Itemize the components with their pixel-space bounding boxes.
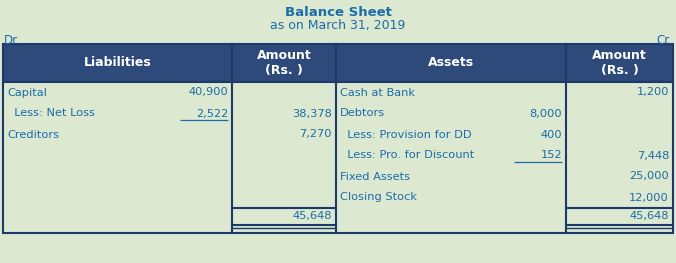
Text: Fixed Assets: Fixed Assets	[340, 171, 410, 181]
Text: as on March 31, 2019: as on March 31, 2019	[270, 19, 406, 32]
Text: 152: 152	[540, 150, 562, 160]
Text: Less: Net Loss: Less: Net Loss	[7, 109, 95, 119]
Text: Less: Pro. for Discount: Less: Pro. for Discount	[340, 150, 475, 160]
Text: Balance Sheet: Balance Sheet	[285, 6, 391, 19]
Text: Creditors: Creditors	[7, 129, 59, 139]
Text: Less: Provision for DD: Less: Provision for DD	[340, 129, 472, 139]
Text: 8,000: 8,000	[529, 109, 562, 119]
Text: 25,000: 25,000	[629, 171, 669, 181]
Text: Amount
(Rs. ): Amount (Rs. )	[257, 49, 312, 77]
Text: Debtors: Debtors	[340, 109, 385, 119]
Text: 45,648: 45,648	[629, 211, 669, 221]
Text: 7,270: 7,270	[299, 129, 332, 139]
Text: Capital: Capital	[7, 88, 47, 98]
Text: Closing Stock: Closing Stock	[340, 193, 417, 203]
Text: Dr.: Dr.	[4, 34, 21, 47]
Text: 1,200: 1,200	[637, 88, 669, 98]
Text: Liabilities: Liabilities	[84, 57, 151, 69]
Text: 12,000: 12,000	[629, 193, 669, 203]
Text: Cr.: Cr.	[656, 34, 672, 47]
Text: 400: 400	[540, 129, 562, 139]
Text: 2,522: 2,522	[196, 109, 228, 119]
Text: Amount
(Rs. ): Amount (Rs. )	[592, 49, 647, 77]
Text: Assets: Assets	[428, 57, 474, 69]
Text: 38,378: 38,378	[292, 109, 332, 119]
Bar	[3, 44, 232, 82]
Text: 45,648: 45,648	[293, 211, 332, 221]
Text: 40,900: 40,900	[188, 88, 228, 98]
Bar	[566, 44, 673, 82]
Text: 7,448: 7,448	[637, 150, 669, 160]
Bar	[232, 44, 336, 82]
Bar	[3, 82, 673, 233]
Text: Cash at Bank: Cash at Bank	[340, 88, 415, 98]
Bar	[336, 44, 566, 82]
